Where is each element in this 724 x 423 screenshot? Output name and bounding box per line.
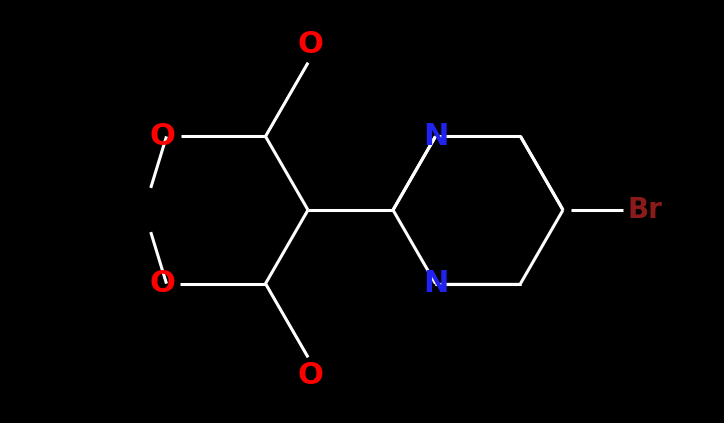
Text: N: N	[423, 122, 448, 151]
Text: N: N	[423, 269, 448, 298]
Text: Br: Br	[628, 196, 662, 224]
Text: O: O	[150, 269, 175, 298]
Text: O: O	[150, 122, 175, 151]
Text: O: O	[297, 30, 323, 59]
Text: O: O	[297, 361, 323, 390]
